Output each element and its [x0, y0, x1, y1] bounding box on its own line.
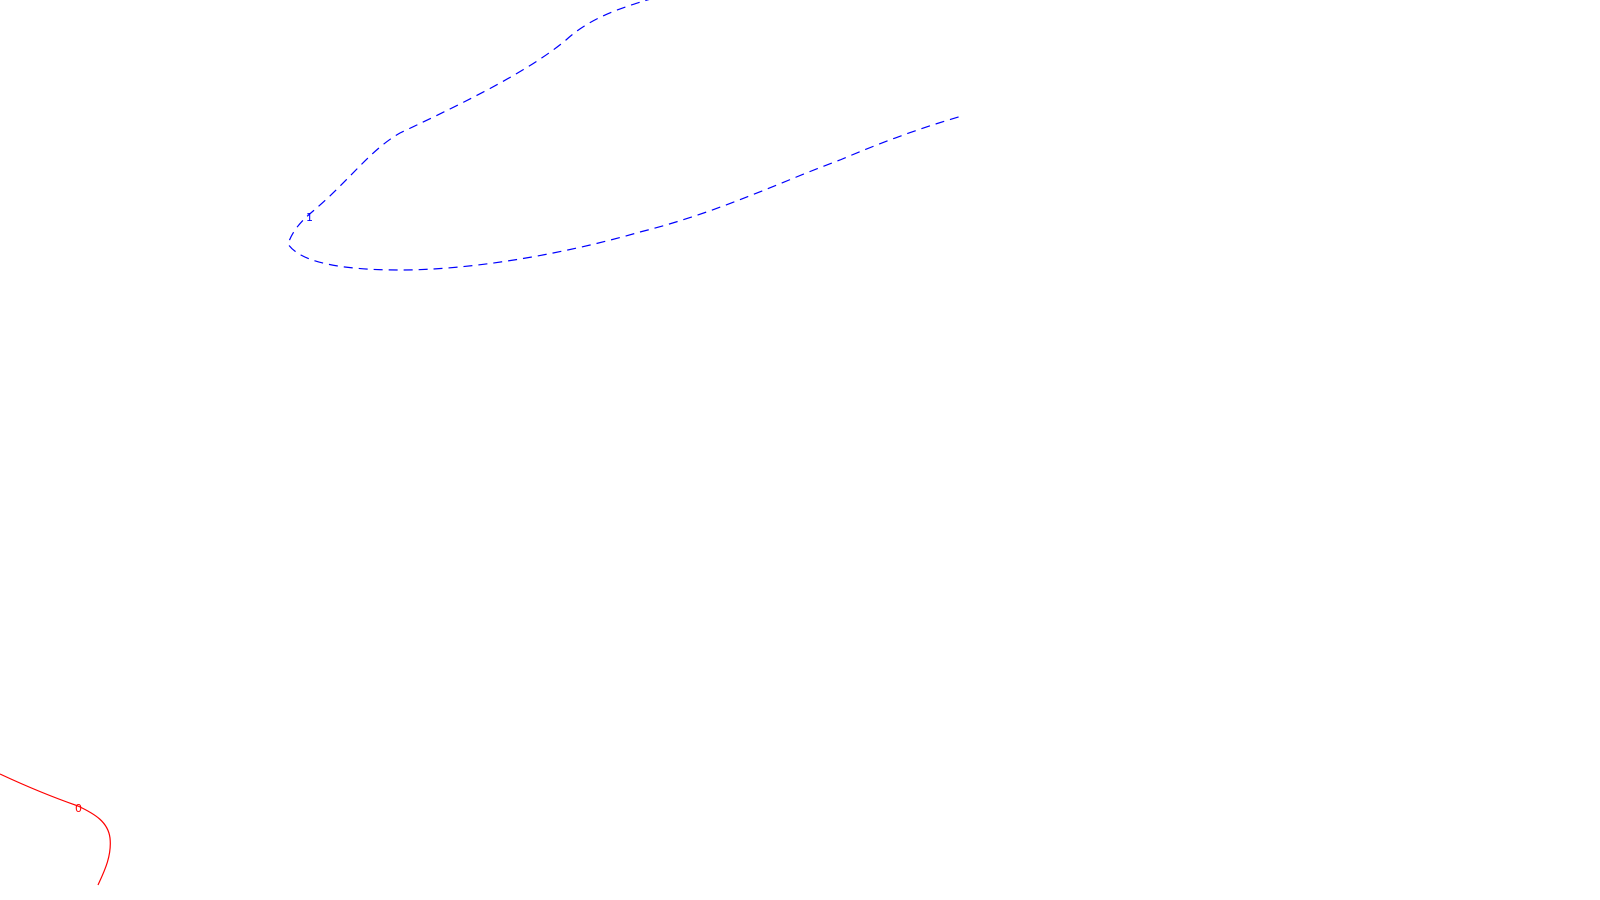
contour-label-0: 0 — [75, 802, 82, 815]
contour-line-1 — [287, 0, 963, 271]
contour-label-1: 1 — [306, 211, 313, 224]
contour-line-0 — [0, 773, 111, 886]
